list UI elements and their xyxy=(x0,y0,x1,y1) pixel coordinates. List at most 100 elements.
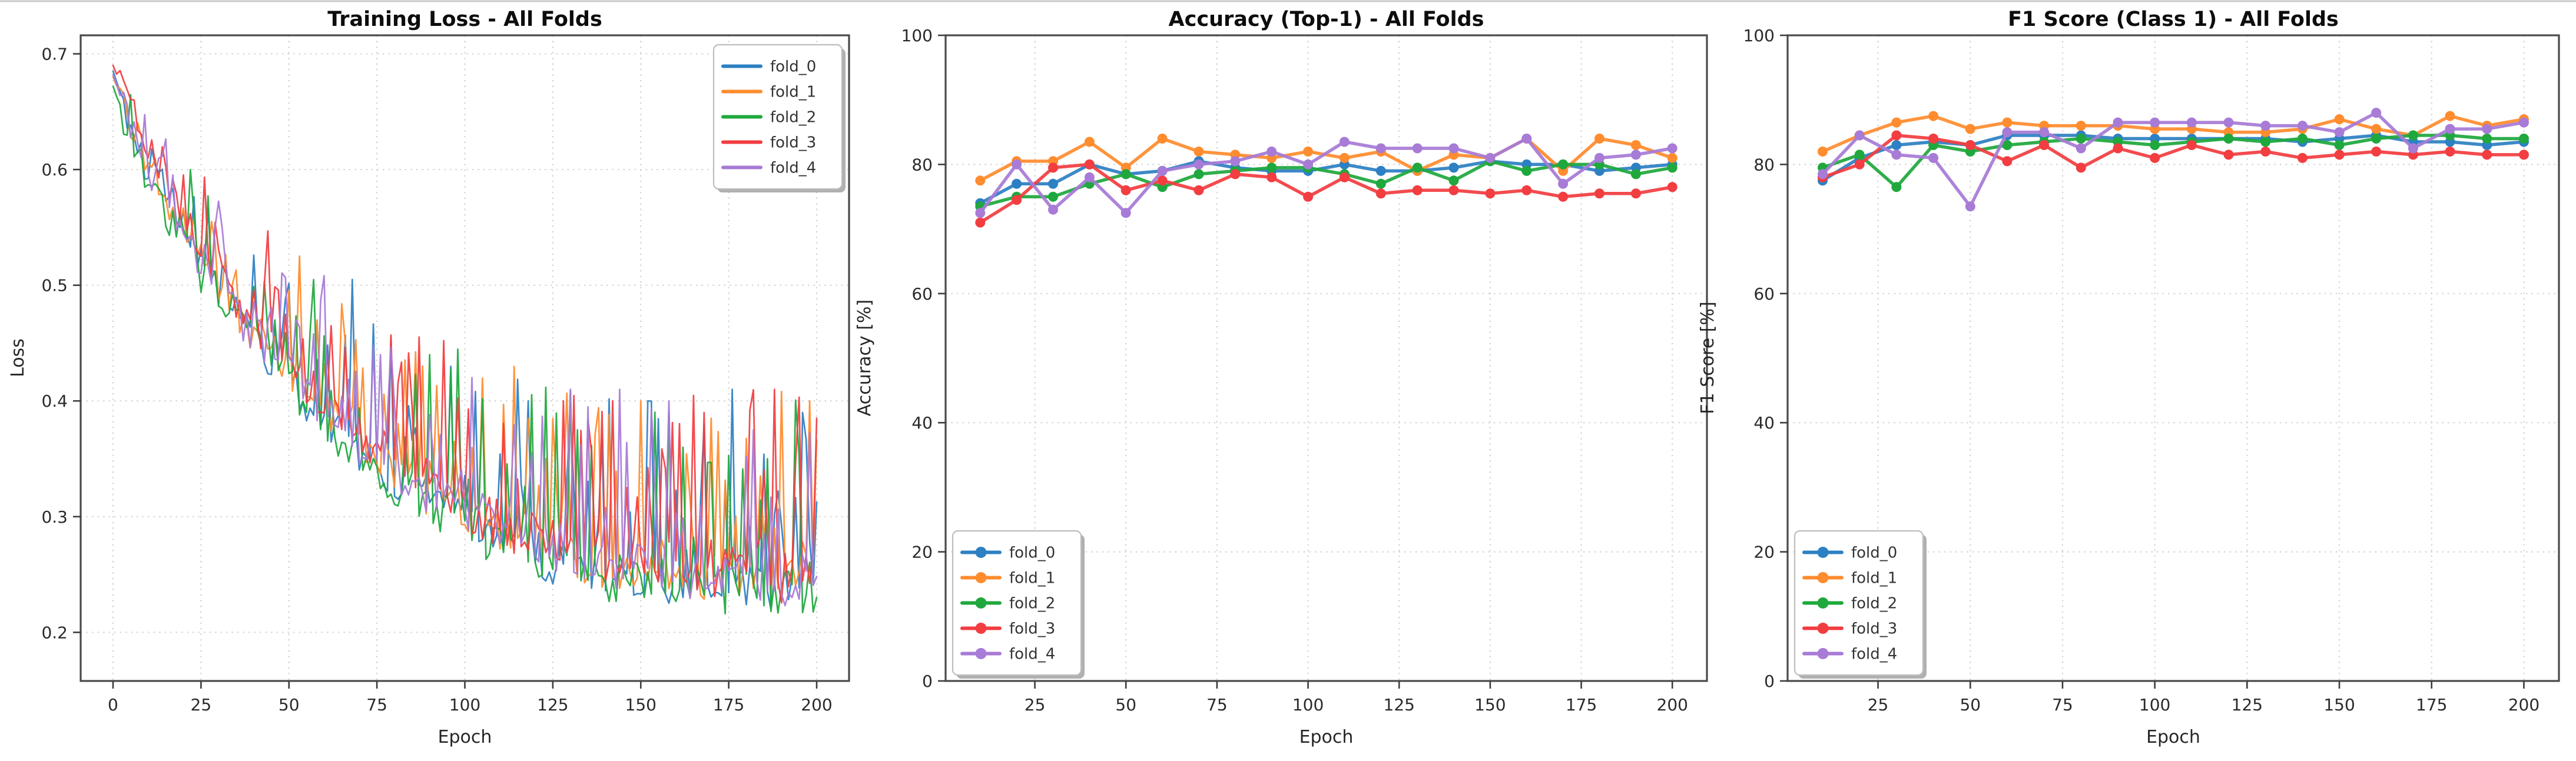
loss-xaxis-label: Epoch xyxy=(438,727,492,747)
x-tick-label: 150 xyxy=(1474,695,1506,715)
legend-label-fold_1: fold_1 xyxy=(1851,570,1897,587)
series-marker-fold_4 xyxy=(1818,169,1828,180)
series-marker-fold_4 xyxy=(1303,159,1314,170)
panels-layer: 0 25 50 75 100 125 150 175 2000.20.30.40.50.60.7… xyxy=(41,26,2560,715)
series-marker-fold_4 xyxy=(1594,152,1604,163)
series-marker-fold_4 xyxy=(1448,143,1459,154)
f1-chart-title: F1 Score (Class 1) - All Folds xyxy=(2008,8,2339,31)
series-marker-fold_3 xyxy=(1012,195,1022,205)
series-marker-fold_1 xyxy=(1193,147,1204,157)
y-tick-label: 20 xyxy=(911,543,933,562)
legend-marker-sample xyxy=(975,597,987,609)
series-marker-fold_3 xyxy=(1594,188,1604,199)
x-tick-label: 175 xyxy=(713,695,744,715)
series-marker-fold_4 xyxy=(1412,143,1423,154)
legend-label-fold_0: fold_0 xyxy=(1851,544,1897,562)
series-marker-fold_3 xyxy=(1485,188,1496,199)
series-marker-fold_3 xyxy=(2002,156,2013,167)
axes-spines xyxy=(1786,34,2560,682)
series-marker-fold_2 xyxy=(1193,169,1204,180)
y-tick-label: 0.7 xyxy=(41,44,68,64)
x-tick-label: 75 xyxy=(2052,695,2073,715)
series-marker-fold_4 xyxy=(2482,124,2492,134)
series-marker-fold_3 xyxy=(2371,147,2382,157)
legend-box xyxy=(1793,530,1924,676)
series-marker-fold_1 xyxy=(2334,114,2345,125)
series-marker-fold_3 xyxy=(1084,159,1095,170)
panel-2: 25 50 75 100 125 150 175 200 0 20 40 60 80 100 fold_0f… xyxy=(1743,26,2560,715)
legend-marker-sample xyxy=(975,648,987,659)
series-line-fold_2 xyxy=(1821,134,2526,189)
accuracy-chart-title: Accuracy (Top-1) - All Folds xyxy=(1169,8,1484,31)
legend-marker-sample xyxy=(1817,648,1829,659)
series-marker-fold_4 xyxy=(2297,121,2308,131)
series-marker-fold_3 xyxy=(1891,130,1902,141)
x-tick-label: 150 xyxy=(2323,695,2355,715)
y-tick-label: 0.6 xyxy=(41,160,68,180)
series-marker-fold_2 xyxy=(2482,134,2492,144)
series-marker-fold_1 xyxy=(2002,117,2013,128)
series-marker-fold_3 xyxy=(1230,169,1241,180)
series-marker-fold_1 xyxy=(1630,140,1641,150)
legend-label-fold_4: fold_4 xyxy=(1851,646,1897,663)
series-marker-fold_4 xyxy=(1485,152,1496,163)
legend-marker-sample xyxy=(975,572,987,583)
series-marker-fold_3 xyxy=(2519,149,2529,160)
loss-yaxis-label: Loss xyxy=(8,338,28,377)
series-marker-fold_3 xyxy=(1928,134,1939,144)
accuracy-yaxis-label: Accuracy [%] xyxy=(854,300,875,416)
series-marker-fold_3 xyxy=(2223,149,2234,160)
y-tick-label: 0.2 xyxy=(41,623,68,642)
series-marker-fold_0 xyxy=(1375,165,1386,176)
series-line-fold_3 xyxy=(979,162,1674,224)
x-tick-label: 100 xyxy=(2139,695,2170,715)
series-marker-fold_2 xyxy=(1267,162,1277,173)
series-marker-fold_3 xyxy=(2186,140,2197,150)
y-tick-label: 0.4 xyxy=(41,391,68,411)
y-tick-label: 40 xyxy=(911,413,933,433)
series-marker-fold_3 xyxy=(1667,182,1677,192)
series-marker-fold_4 xyxy=(1965,201,1975,212)
series-marker-fold_3 xyxy=(1157,175,1168,186)
legend-label-fold_1: fold_1 xyxy=(770,84,816,101)
series-marker-fold_3 xyxy=(1521,185,1532,195)
x-tick-label: 150 xyxy=(625,695,657,715)
series-marker-fold_1 xyxy=(2371,124,2382,134)
series-marker-fold_1 xyxy=(2445,111,2455,121)
legend-box xyxy=(712,44,843,190)
series-marker-fold_4 xyxy=(975,208,986,218)
series-marker-fold_4 xyxy=(2223,117,2234,128)
series-marker-fold_3 xyxy=(2076,162,2086,173)
series-marker-fold_1 xyxy=(1818,147,1828,157)
series-marker-fold_4 xyxy=(2408,143,2418,154)
series-marker-fold_1 xyxy=(1084,137,1095,147)
series-marker-fold_2 xyxy=(2334,140,2345,150)
series-marker-fold_2 xyxy=(2150,140,2160,150)
series-marker-fold_4 xyxy=(1230,156,1241,167)
series-line-fold_4 xyxy=(979,137,1674,215)
x-tick-label: 125 xyxy=(2232,695,2263,715)
series-marker-fold_4 xyxy=(1084,172,1095,182)
series-marker-fold_4 xyxy=(1630,149,1641,160)
series-marker-fold_4 xyxy=(2113,117,2123,128)
panel-0: 0 25 50 75 100 125 150 175 200 0.2 0.3 0.4 0.5 0.6 0.7… xyxy=(41,34,850,715)
series-marker-fold_4 xyxy=(1339,137,1350,147)
series-marker-fold_0 xyxy=(1891,140,1902,150)
legend-label-fold_3: fold_3 xyxy=(1009,620,1055,638)
series-marker-fold_3 xyxy=(1303,191,1314,202)
series-marker-fold_1 xyxy=(1928,111,1939,121)
series-marker-fold_4 xyxy=(2076,143,2086,154)
series-marker-fold_2 xyxy=(1120,169,1131,180)
series-marker-fold_4 xyxy=(1012,159,1022,170)
y-tick-label: 100 xyxy=(1743,26,1775,45)
axes-spines xyxy=(944,34,1708,682)
legend-label-fold_1: fold_1 xyxy=(1009,570,1055,587)
series-marker-fold_2 xyxy=(1048,191,1058,202)
series-marker-fold_1 xyxy=(1965,124,1975,134)
x-tick-label: 200 xyxy=(1657,695,1688,715)
series-marker-fold_3 xyxy=(1630,188,1641,199)
series-marker-fold_4 xyxy=(1157,165,1168,176)
series-marker-fold_2 xyxy=(1558,159,1569,170)
